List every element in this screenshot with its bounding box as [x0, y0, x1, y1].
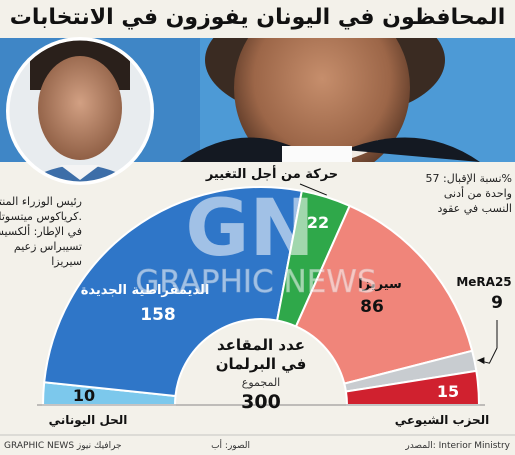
center-label-line-2: في البرلمان [216, 355, 307, 373]
label-kke-value: 15 [437, 382, 459, 401]
watermark-logo: GN [185, 184, 314, 274]
label-syriza-name: سيريزا [358, 277, 402, 292]
label-nd-name: الديمقراطية الجديدة [81, 283, 210, 298]
label-mera-value: 9 [491, 293, 503, 313]
label-mera-name: MeRA25 [456, 275, 511, 289]
label-elliniki-name: الحل اليوناني [49, 413, 128, 428]
seat-segment-2 [43, 186, 304, 398]
center-label-line-1: عدد المقاعد [217, 336, 305, 354]
graphic-news-credit: GRAPHIC NEWS جرافيك نيوز [4, 441, 122, 451]
label-change-value: 22 [307, 213, 329, 232]
total-value: 300 [241, 391, 281, 413]
turnout-line-2: واحدة من أدنى [444, 186, 512, 200]
inset-portrait [6, 37, 154, 185]
turnout-note: نسبة الإقبال: 57% واحدة من أدنى النسب في… [426, 172, 513, 215]
watermark-text: GRAPHIC NEWS [135, 264, 376, 300]
caption-line-1: رئيس الوزراء المنتخب [0, 195, 82, 208]
change-pointer [299, 183, 327, 196]
caption-line-5: سيريزا [51, 255, 82, 268]
caption-line-4: تسيبراس زعيم [14, 240, 82, 253]
label-kke-name: الحزب الشيوعي [395, 413, 490, 428]
label-elliniki-value: 10 [73, 386, 95, 405]
turnout-line-1: نسبة الإقبال: 57% [426, 172, 513, 185]
photo-caption: رئيس الوزراء المنتخب كرياكوس ميتسوتاكيس.… [0, 195, 82, 268]
mera25-pointer [477, 320, 498, 364]
caption-line-2: كرياكوس ميتسوتاكيس. [0, 210, 82, 223]
seat-segment-4 [294, 204, 474, 385]
watermark: GN GRAPHIC NEWS [135, 184, 377, 300]
mera25-pointer-arrow [477, 357, 485, 365]
center-label: عدد المقاعد في البرلمان المجموع 300 [216, 336, 307, 413]
caption-line-3: في الإطار: ألكسيس [0, 224, 82, 238]
total-label: المجموع [242, 376, 280, 389]
label-change-name: حركة من أجل التغيير [205, 165, 338, 182]
photo-credit: الصور: أب [211, 439, 250, 451]
source-credit: المصدر: Interior Ministry [404, 441, 510, 451]
label-syriza-value: 86 [360, 297, 384, 317]
turnout-line-3: النسب في عقود [438, 202, 512, 215]
label-nd-value: 158 [140, 305, 176, 325]
